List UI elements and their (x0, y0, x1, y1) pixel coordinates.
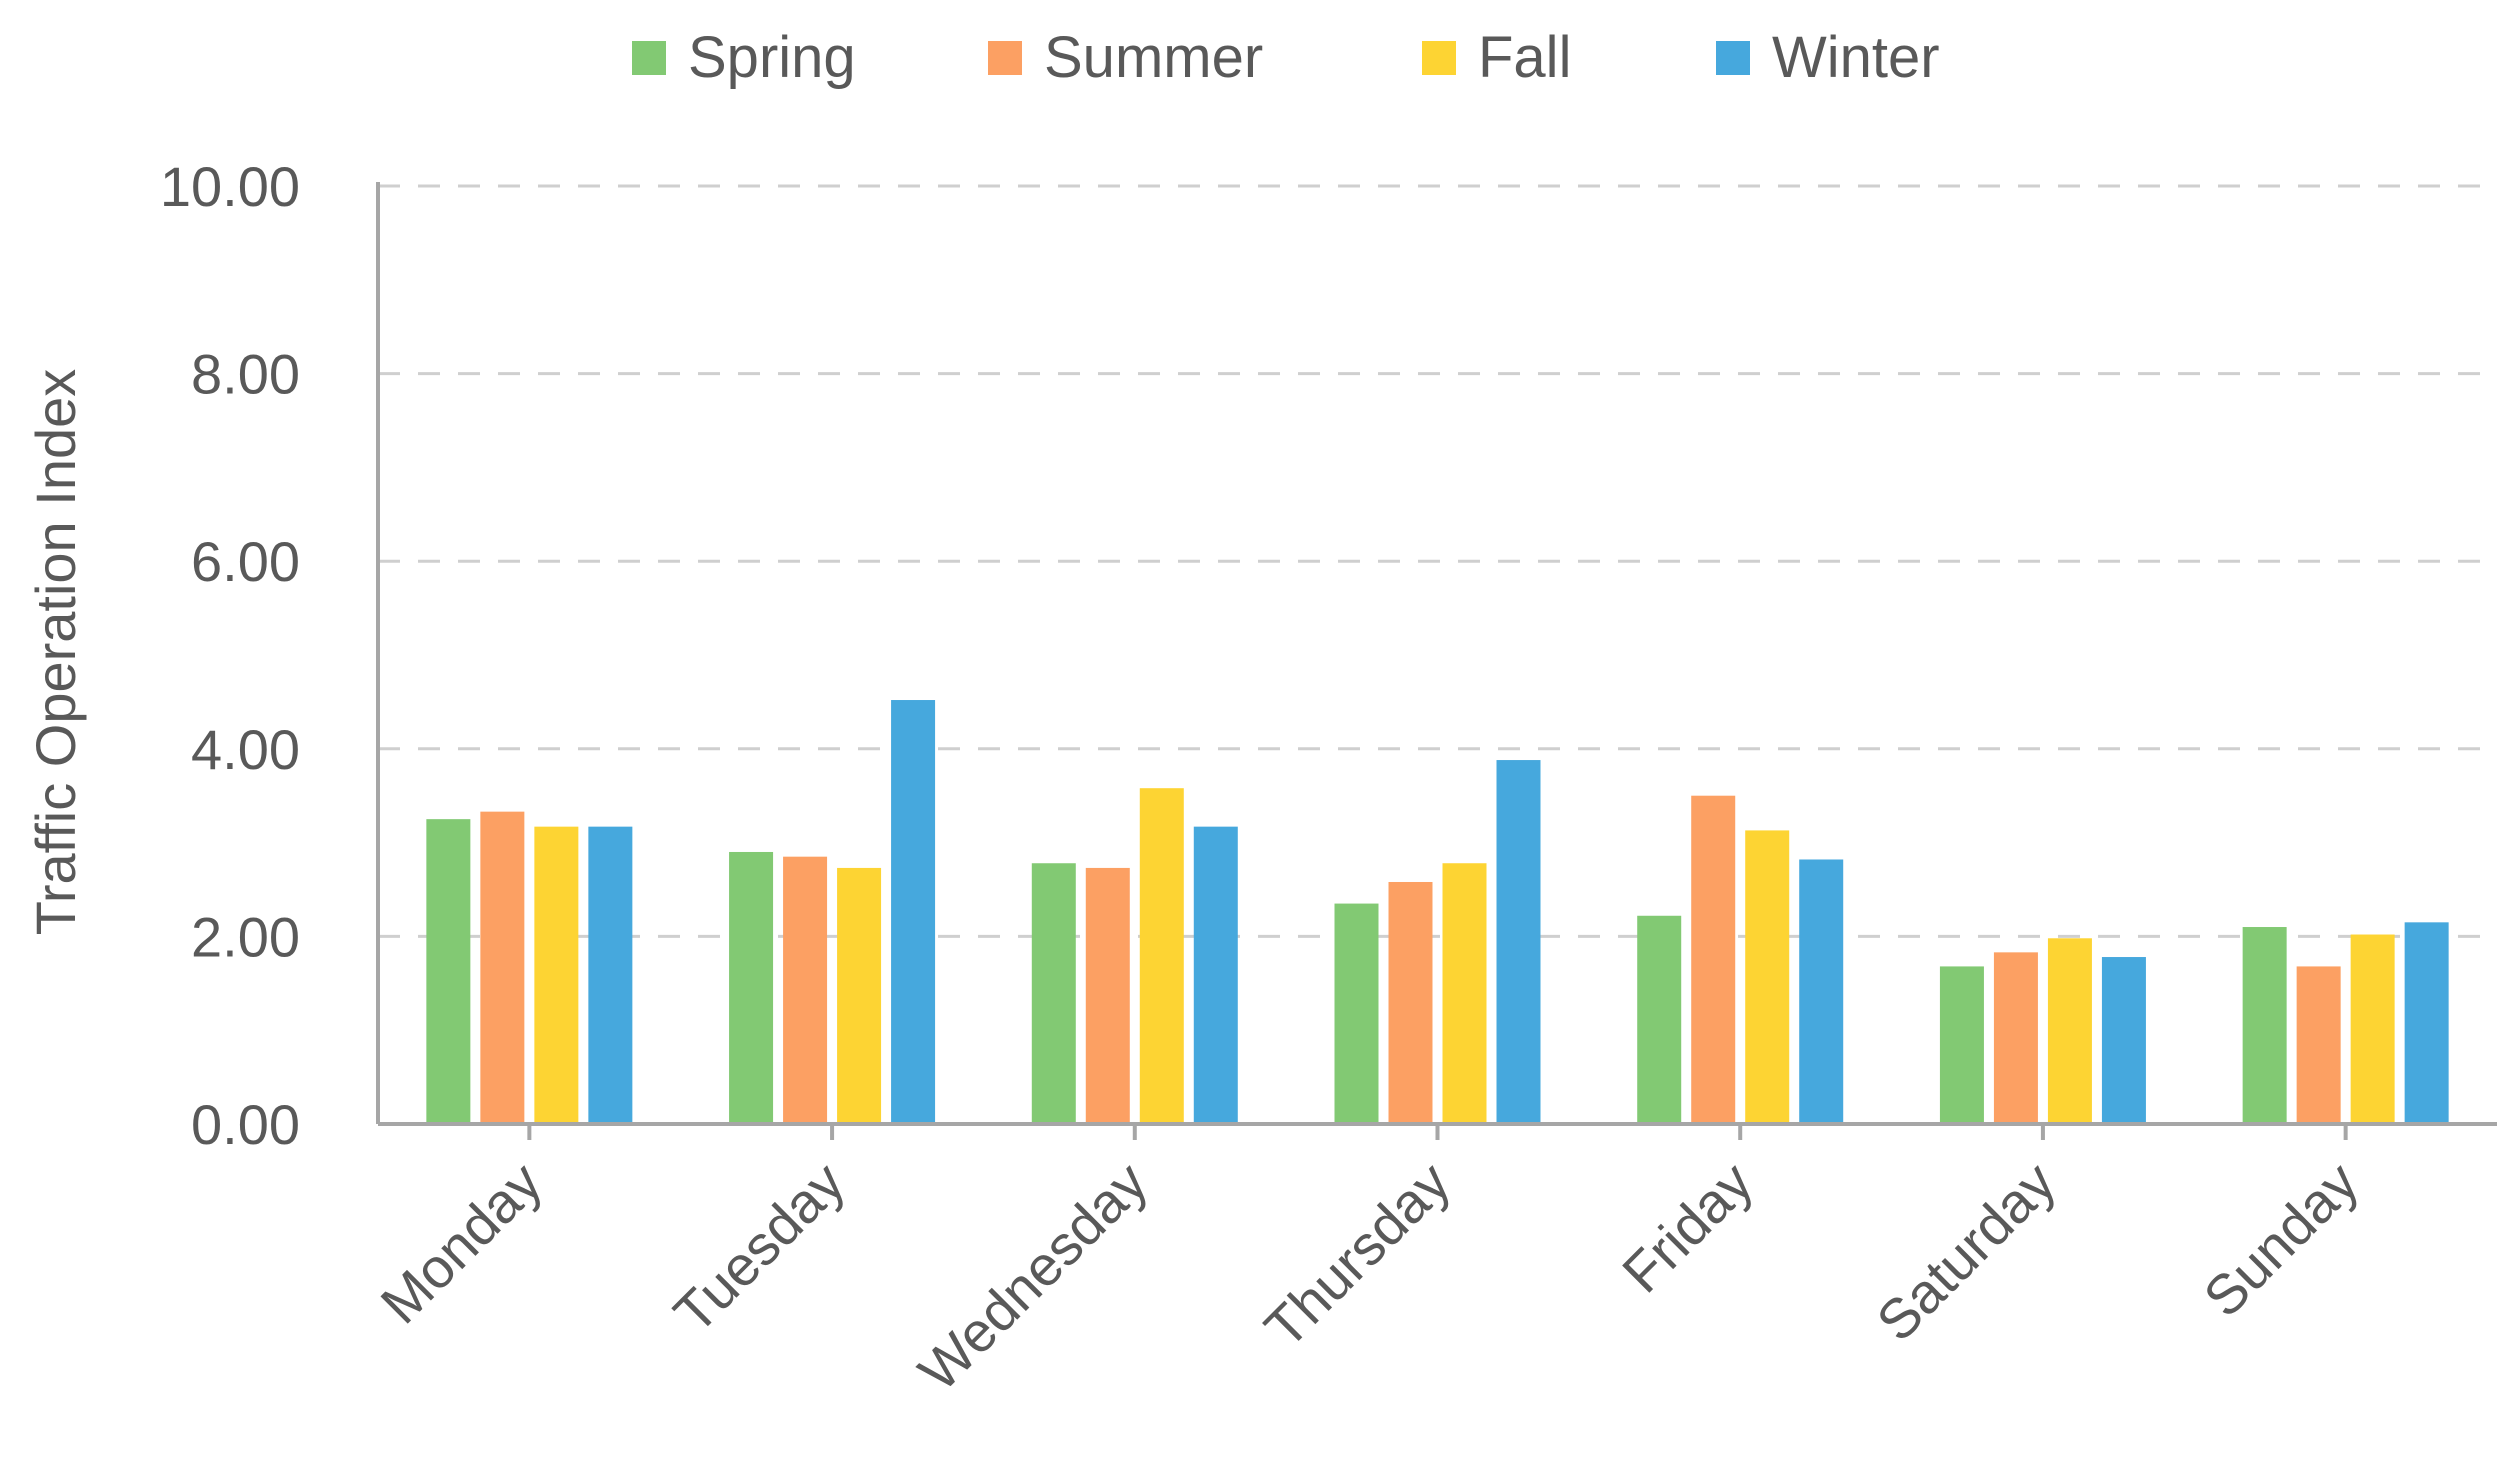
legend-label: Winter (1772, 25, 1940, 90)
bar-winter-monday (588, 826, 633, 1124)
y-tick-label: 6.00 (191, 530, 300, 593)
x-tick-label: Sunday (2191, 1150, 2370, 1329)
legend-label: Spring (688, 25, 856, 90)
legend: Spring Summer Fall Winter (632, 25, 1940, 90)
bar-summer-tuesday (783, 856, 828, 1124)
x-tick-label: Friday (1610, 1150, 1765, 1305)
bar-summer-thursday (1388, 881, 1433, 1124)
bar-spring-wednesday (1031, 863, 1076, 1124)
bar-fall-sunday (2350, 934, 2395, 1124)
bars (426, 700, 2449, 1124)
bar-summer-friday (1691, 795, 1736, 1124)
bar-spring-friday (1637, 915, 1682, 1124)
bar-summer-saturday (1993, 952, 2038, 1124)
y-tick-label: 0.00 (191, 1093, 300, 1156)
bar-fall-monday (534, 826, 579, 1124)
legend-swatch (1422, 41, 1456, 75)
bar-spring-sunday (2242, 927, 2287, 1124)
legend-swatch (632, 41, 666, 75)
bar-fall-wednesday (1139, 788, 1184, 1124)
legend-swatch (1716, 41, 1750, 75)
legend-item-fall: Fall (1422, 25, 1571, 90)
legend-item-spring: Spring (632, 25, 856, 90)
bar-winter-saturday (2101, 957, 2146, 1124)
bar-winter-sunday (2404, 922, 2449, 1124)
gridlines (378, 184, 2497, 938)
y-tick-label: 4.00 (191, 718, 300, 781)
legend-item-summer: Summer (988, 25, 1263, 90)
bar-fall-friday (1745, 830, 1790, 1124)
x-tick-label: Saturday (1864, 1150, 2067, 1353)
x-tick-label: Thursday (1252, 1150, 1462, 1360)
legend-swatch (988, 41, 1022, 75)
bar-winter-tuesday (891, 700, 936, 1124)
y-axis-title: Traffic Operation Index (24, 369, 87, 936)
bar-spring-monday (426, 819, 471, 1124)
bar-fall-tuesday (837, 867, 882, 1124)
legend-label: Summer (1044, 25, 1263, 90)
bar-summer-wednesday (1085, 867, 1130, 1124)
axes: 0.00 2.00 4.00 6.00 8.00 10.00 Monday Tuesday We… (160, 155, 2497, 1403)
x-tick-label: Monday (368, 1150, 553, 1335)
x-tick-label: Tuesday (662, 1150, 857, 1345)
bar-winter-thursday (1496, 760, 1541, 1124)
y-tick-label: 8.00 (191, 343, 300, 406)
bar-summer-sunday (2296, 966, 2341, 1124)
bar-fall-saturday (2047, 938, 2092, 1124)
x-tick-label: Wednesday (906, 1150, 1159, 1403)
bar-winter-friday (1799, 859, 1844, 1124)
legend-label: Fall (1478, 25, 1571, 90)
bar-fall-thursday (1442, 863, 1487, 1124)
y-tick-label: 2.00 (191, 905, 300, 968)
bar-spring-saturday (1939, 966, 1984, 1124)
bar-spring-tuesday (729, 851, 774, 1124)
bar-summer-monday (480, 811, 525, 1124)
y-tick-label: 10.00 (160, 155, 300, 218)
bar-winter-wednesday (1193, 826, 1238, 1124)
legend-item-winter: Winter (1716, 25, 1940, 90)
bar-spring-thursday (1334, 903, 1379, 1124)
